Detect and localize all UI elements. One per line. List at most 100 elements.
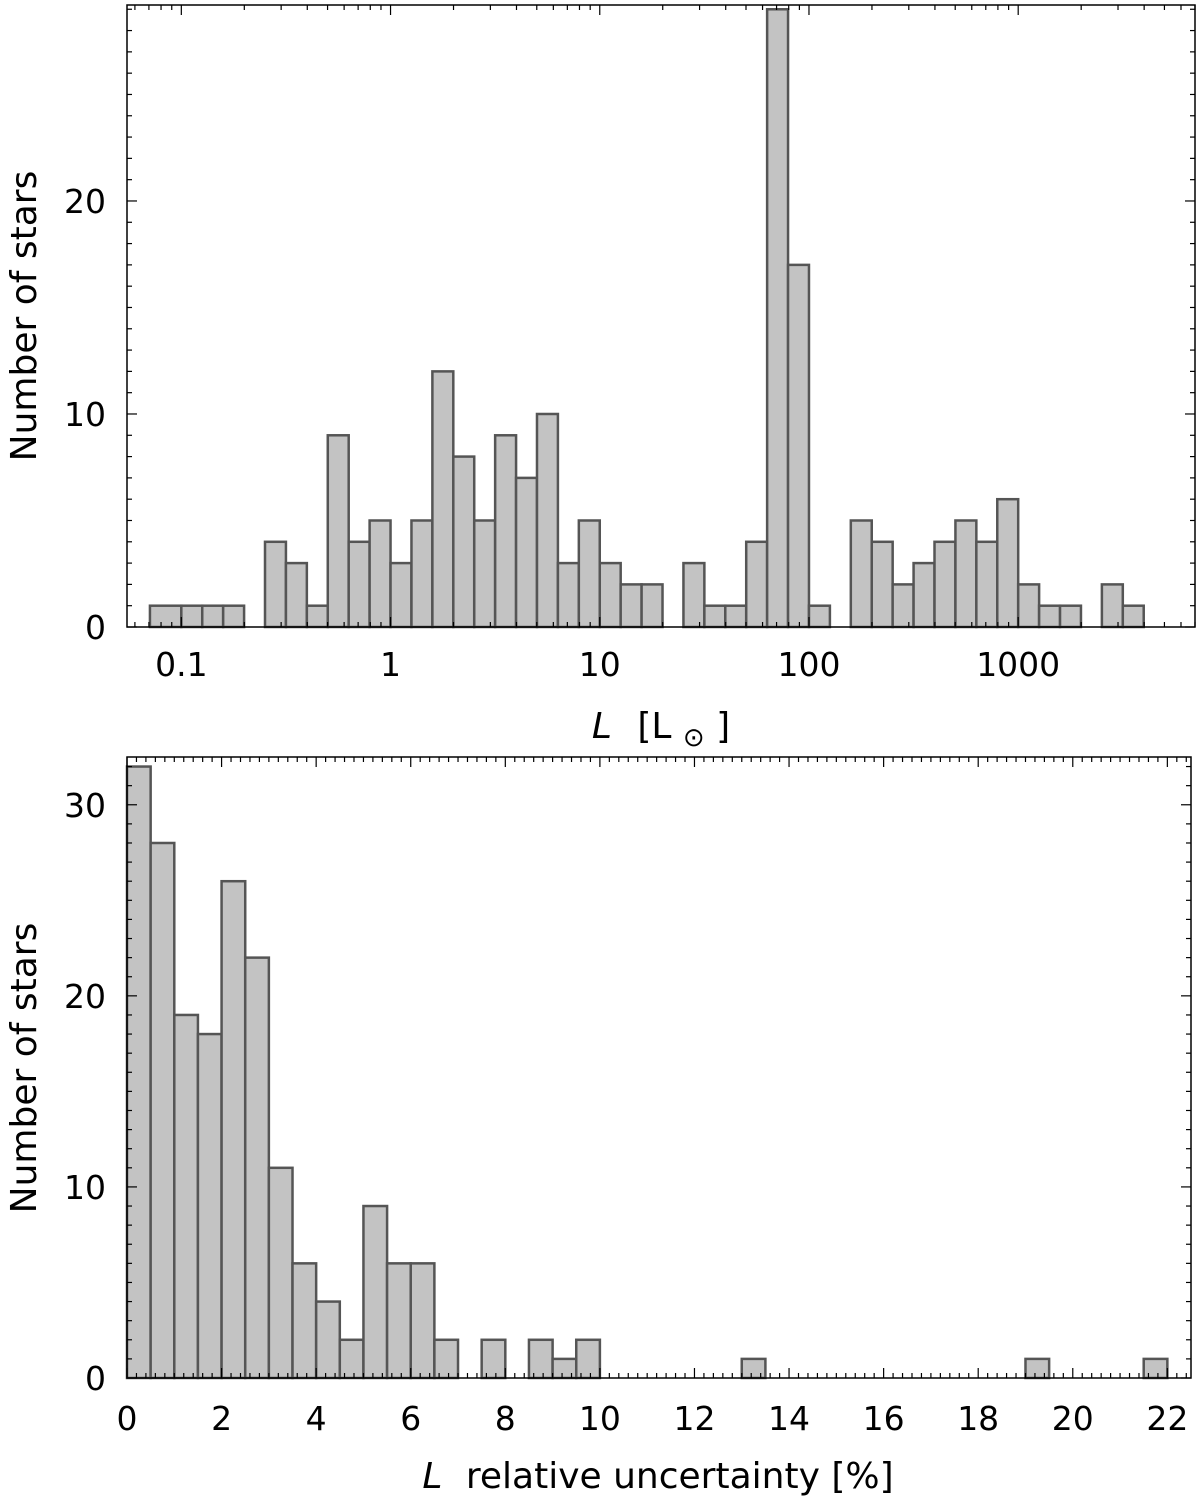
- top-bar: [870, 540, 894, 629]
- top-bar: [431, 370, 455, 629]
- top-bar: [1037, 604, 1062, 629]
- bottom-bar: [362, 1204, 389, 1380]
- bottom-y-tick-label: 30: [64, 786, 106, 825]
- top-bar: [368, 519, 392, 629]
- top-x-tick-label: 1: [380, 645, 401, 684]
- top-x-tick-label: 10: [579, 645, 621, 684]
- top-xlabel-unit-close: ]: [716, 706, 730, 747]
- top-plot-frame: [126, 4, 1196, 628]
- bottom-bar: [740, 1357, 767, 1380]
- bottom-x-tick-label: 20: [1052, 1399, 1094, 1438]
- top-x-tick-label: 100: [777, 645, 840, 684]
- top-bar: [703, 604, 727, 629]
- top-bar: [598, 561, 622, 629]
- top-bar: [514, 476, 539, 629]
- top-bar: [1121, 604, 1145, 629]
- bottom-y-ticks: 0 10 20 30: [64, 765, 1191, 1398]
- top-bar: [148, 604, 183, 629]
- top-y-tick-label: 20: [64, 182, 106, 221]
- top-bar: [975, 540, 999, 629]
- bottom-y-tick-label: 20: [64, 977, 106, 1016]
- bottom-x-tick-label: 4: [306, 1399, 327, 1438]
- bottom-bar: [243, 956, 271, 1380]
- bottom-bar: [1142, 1357, 1169, 1380]
- bottom-x-tick-label: 12: [673, 1399, 715, 1438]
- top-y-tick-label: 0: [85, 608, 106, 647]
- top-bar: [640, 583, 664, 629]
- bottom-x-tick-label: 8: [495, 1399, 516, 1438]
- top-bar: [765, 8, 790, 629]
- top-y-ticks: 0 10 20: [64, 8, 1195, 647]
- top-bar: [389, 561, 413, 629]
- top-bar: [1058, 604, 1083, 629]
- top-bars: [148, 8, 1145, 629]
- bottom-x-tick-label: 16: [863, 1399, 905, 1438]
- top-bar: [724, 604, 748, 629]
- bottom-bar: [173, 1013, 200, 1380]
- top-bar: [933, 540, 957, 629]
- top-y-axis-label: Number of stars: [4, 171, 45, 462]
- bottom-x-tick-label: 0: [117, 1399, 138, 1438]
- bottom-bar: [338, 1338, 365, 1380]
- bottom-plot-frame: [126, 756, 1192, 1379]
- top-bar: [472, 519, 497, 629]
- bottom-bars: [125, 765, 1169, 1380]
- top-x-tick-label: 0.1: [155, 645, 207, 684]
- bottom-bar: [480, 1338, 507, 1380]
- top-bar: [996, 497, 1020, 629]
- top-bar: [452, 455, 476, 629]
- top-bar: [744, 540, 769, 629]
- luminosity-histogram: 0.1 1 10 100 1000 0 10 20 Number of stars L [L…: [4, 4, 1196, 755]
- bottom-x-tick-label: 2: [211, 1399, 232, 1438]
- top-bar: [619, 583, 643, 629]
- bottom-bar: [433, 1338, 460, 1380]
- bottom-bar: [196, 1032, 223, 1380]
- top-bar: [1016, 583, 1041, 629]
- bottom-xlabel-text: relative uncertainty [%]: [466, 1456, 894, 1497]
- top-xlabel-sun-symbol: ⊙: [683, 723, 705, 753]
- bottom-x-tick-label: 22: [1146, 1399, 1188, 1438]
- bottom-bar: [551, 1357, 578, 1380]
- uncertainty-histogram: 0 2 4 6 8 10 12 14 16 18 20 22 0 10 20 30 Number of st…: [4, 756, 1192, 1497]
- top-bar: [200, 604, 225, 629]
- bottom-x-axis-label: L relative uncertainty [%]: [422, 1456, 893, 1497]
- bottom-x-tick-label: 6: [400, 1399, 421, 1438]
- bottom-bar: [409, 1262, 436, 1380]
- top-bar: [347, 540, 371, 629]
- top-bar: [180, 604, 204, 629]
- top-bar: [410, 519, 434, 629]
- top-y-tick-label: 10: [64, 395, 106, 434]
- top-bar: [535, 412, 560, 629]
- top-bar: [326, 434, 350, 629]
- top-bar: [221, 604, 246, 629]
- bottom-y-axis-label: Number of stars: [4, 923, 45, 1214]
- bottom-bar: [267, 1166, 294, 1380]
- top-bar: [954, 519, 978, 629]
- bottom-y-tick-label: 0: [85, 1359, 106, 1398]
- bottom-bar: [1024, 1357, 1051, 1380]
- top-bar: [577, 519, 602, 629]
- bottom-x-ticks: 0 2 4 6 8 10 12 14 16 18 20 22: [117, 757, 1188, 1438]
- bottom-bar: [574, 1338, 602, 1380]
- top-bar: [305, 604, 330, 629]
- bottom-bar: [314, 1300, 342, 1380]
- top-bar: [807, 604, 832, 629]
- top-bar: [912, 561, 936, 629]
- bottom-x-tick-label: 14: [768, 1399, 810, 1438]
- top-bar: [263, 540, 288, 629]
- top-bar: [682, 561, 706, 629]
- top-xlabel-unit-open: [L: [637, 706, 671, 747]
- top-bar: [891, 583, 915, 629]
- bottom-y-tick-label: 10: [64, 1168, 106, 1207]
- top-xlabel-symbol: L: [592, 706, 612, 747]
- bottom-bar: [149, 841, 176, 1380]
- bottom-bar: [527, 1338, 554, 1380]
- top-bar: [493, 434, 518, 629]
- top-x-axis-label: L [L ⊙ ]: [592, 706, 730, 755]
- top-bar: [849, 519, 873, 629]
- bottom-bar: [291, 1262, 318, 1380]
- top-bar: [556, 561, 581, 629]
- top-bar: [786, 263, 811, 629]
- bottom-x-tick-label: 18: [957, 1399, 999, 1438]
